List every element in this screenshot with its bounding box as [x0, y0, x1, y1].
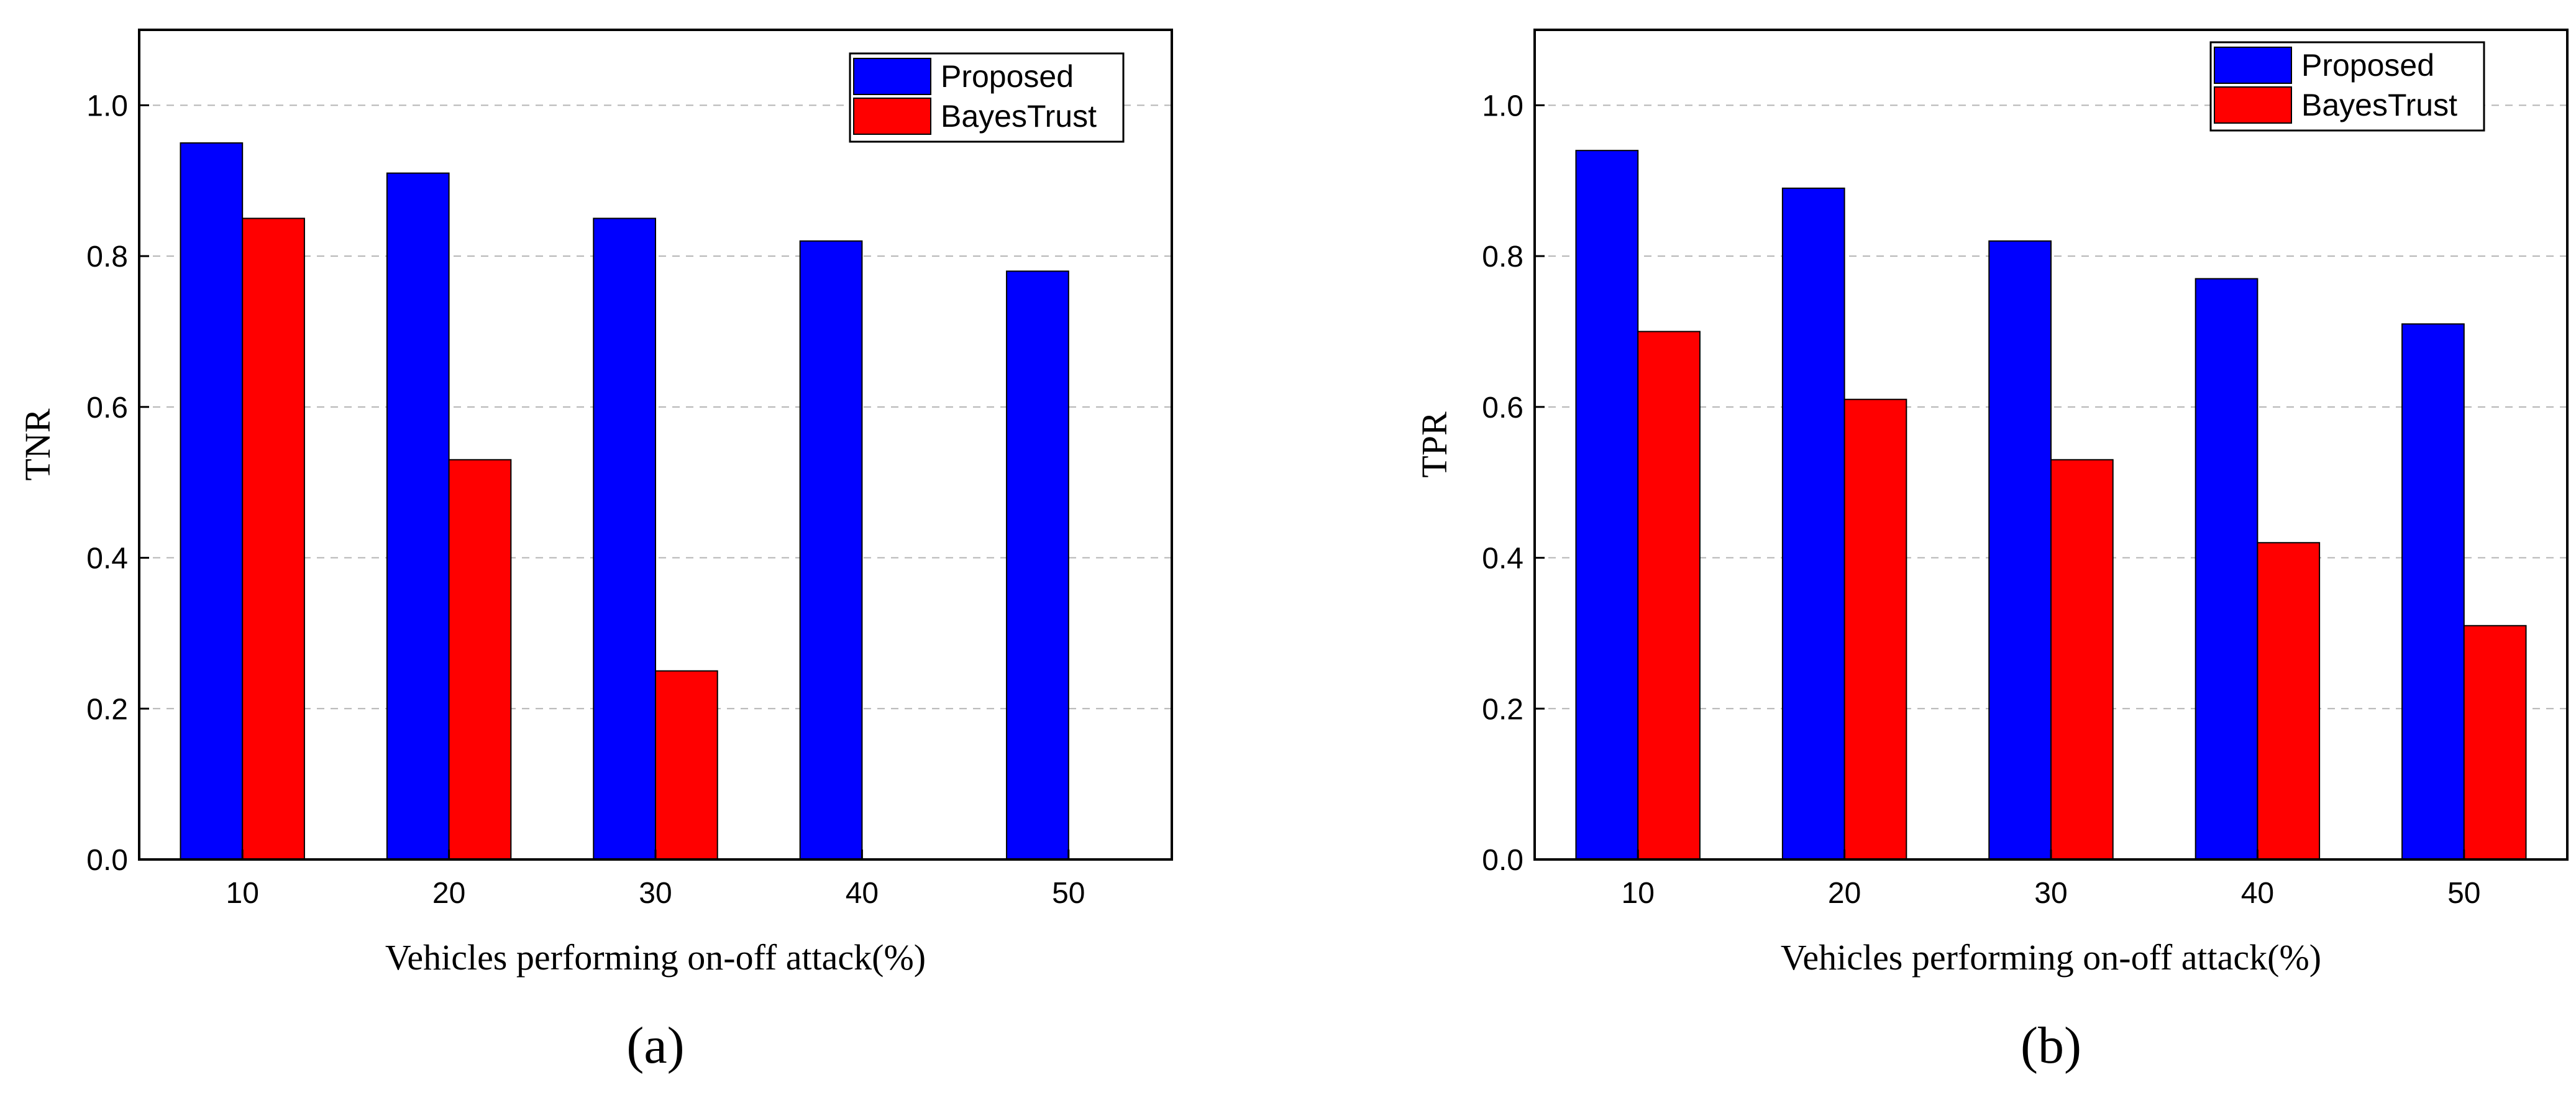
panel-a-legend-label-proposed: Proposed — [941, 59, 1074, 94]
y-tick-label: 1.0 — [1482, 89, 1523, 122]
y-tick-label: 0.6 — [1482, 392, 1523, 424]
y-tick-label: 0.4 — [1482, 543, 1523, 575]
x-tick-label-40: 40 — [846, 877, 879, 910]
x-tick-label-30: 30 — [639, 877, 672, 910]
x-tick-label-10: 10 — [1622, 877, 1655, 910]
x-tick-label-40: 40 — [2241, 877, 2274, 910]
panel-b-y-axis-title: TPR — [1414, 411, 1455, 478]
bar-proposed-30 — [593, 218, 657, 861]
bar-bayestrust-10 — [242, 218, 305, 861]
y-tick-label: 0.6 — [86, 392, 128, 424]
panel-b-label: (b) — [2021, 1017, 2081, 1074]
panel-a-bars — [180, 142, 1069, 861]
bar-proposed-20 — [386, 172, 450, 860]
bar-bayestrust-20 — [448, 459, 512, 860]
panel-b-y-ticks: 0.0 0.2 0.4 0.6 0.8 1.0 — [1482, 89, 1545, 877]
bar-proposed-10 — [1575, 150, 1639, 861]
x-tick-label-10: 10 — [226, 877, 259, 910]
bar-bayestrust-30 — [2050, 459, 2114, 860]
bar-bayestrust-10 — [1637, 331, 1701, 860]
panel-b-legend: Proposed BayesTrust — [2209, 41, 2485, 132]
x-tick-label-50: 50 — [2447, 877, 2480, 910]
y-tick-label: 0.4 — [86, 543, 128, 575]
panel-b-bars — [1575, 150, 2527, 861]
bar-proposed-50 — [1006, 270, 1069, 860]
panel-b: 0.0 0.2 0.4 0.6 0.8 1.0 10 20 30 40 50 TPR Vehicl… — [1414, 29, 2569, 1074]
bar-bayestrust-50 — [2463, 625, 2527, 860]
bar-bayestrust-40 — [2257, 542, 2321, 860]
panel-a-label: (a) — [626, 1017, 684, 1074]
y-tick-label: 0.2 — [86, 693, 128, 726]
bar-bayestrust-30 — [655, 670, 718, 861]
bar-proposed-30 — [1988, 240, 2052, 860]
y-tick-label: 0.8 — [1482, 241, 1523, 273]
y-tick-label: 0.2 — [1482, 693, 1523, 726]
y-tick-label: 1.0 — [86, 89, 128, 122]
panel-b-legend-swatch-proposed — [2214, 47, 2292, 84]
panel-a-legend-label-bayestrust: BayesTrust — [941, 99, 1097, 134]
y-tick-label: 0.8 — [86, 241, 128, 273]
x-tick-label-20: 20 — [432, 877, 465, 910]
panel-a-legend: Proposed BayesTrust — [849, 52, 1125, 143]
panel-b-legend-label-proposed: Proposed — [2301, 48, 2434, 83]
y-tick-label: 0.0 — [1482, 844, 1523, 877]
bar-proposed-10 — [180, 142, 244, 861]
bar-proposed-40 — [799, 240, 863, 860]
panel-a-x-ticks: 10 20 30 40 50 — [226, 850, 1085, 910]
panel-b-x-ticks: 10 20 30 40 50 — [1622, 850, 2480, 910]
panel-a-x-axis-title: Vehicles performing on-off attack(%) — [385, 937, 926, 978]
bar-proposed-40 — [2195, 278, 2259, 860]
panel-a-y-axis-title: TNR — [17, 408, 58, 480]
panel-b-legend-label-bayestrust: BayesTrust — [2301, 88, 2457, 122]
panel-b-legend-swatch-bayestrust — [2214, 86, 2292, 124]
panel-b-x-axis-title: Vehicles performing on-off attack(%) — [1781, 937, 2321, 978]
x-tick-label-20: 20 — [1828, 877, 1861, 910]
y-tick-label: 0.0 — [86, 844, 128, 877]
panel-a-legend-swatch-proposed — [853, 58, 931, 95]
x-tick-label-30: 30 — [2034, 877, 2067, 910]
x-tick-label-50: 50 — [1052, 877, 1085, 910]
bar-bayestrust-20 — [1843, 398, 1907, 860]
panel-a-legend-swatch-bayestrust — [853, 98, 931, 135]
panel-a: 0.0 0.2 0.4 0.6 0.8 1.0 10 20 30 40 50 TNR Vehicl… — [17, 29, 1173, 1074]
panel-a-y-ticks: 0.0 0.2 0.4 0.6 0.8 1.0 — [86, 89, 149, 877]
bar-proposed-20 — [1781, 187, 1845, 860]
bar-proposed-50 — [2401, 323, 2465, 860]
